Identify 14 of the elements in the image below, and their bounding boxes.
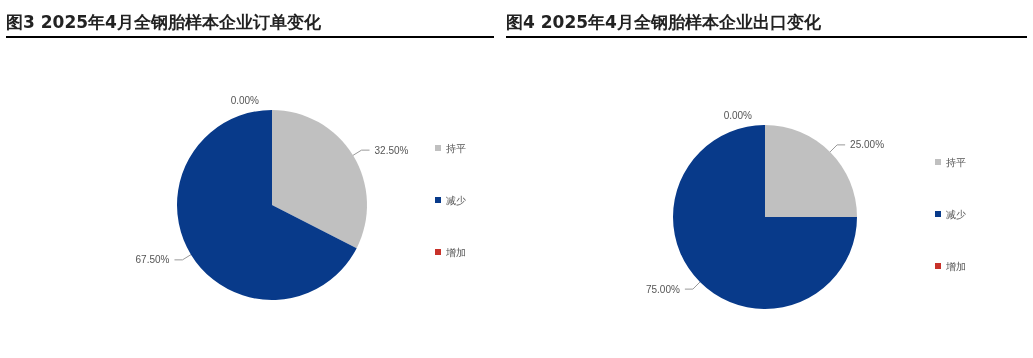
- legend-label: 减少: [446, 194, 466, 206]
- data-label: 25.00%: [850, 139, 885, 151]
- legend-label: 增加: [445, 246, 466, 258]
- data-label: 32.50%: [374, 144, 409, 156]
- legend-label: 持平: [946, 156, 966, 168]
- legend-label: 持平: [446, 142, 466, 154]
- legend-label: 增加: [945, 260, 966, 272]
- text: 0.00%: [230, 94, 259, 106]
- data-label: 75.00%: [645, 283, 680, 295]
- legend-label: 减少: [946, 208, 966, 220]
- chart-title: 图4 2025年4月全钢胎样本企业出口变化: [506, 8, 1027, 38]
- chart-title: 图3 2025年4月全钢胎样本企业订单变化: [6, 8, 494, 38]
- data-label: 67.50%: [135, 254, 170, 266]
- text: 0.00%: [723, 109, 752, 121]
